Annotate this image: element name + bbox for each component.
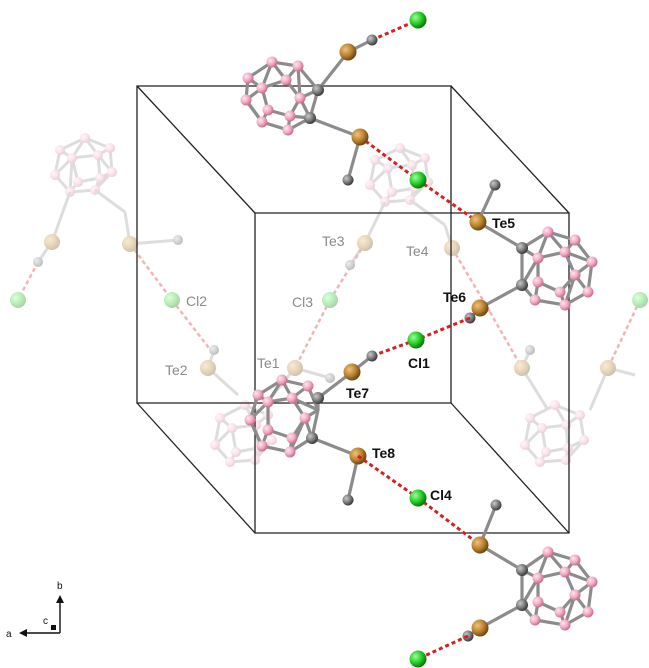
faded-cage-center [293, 143, 492, 369]
label-cl1: Cl1 [408, 355, 430, 371]
label-te2: Te2 [165, 362, 188, 378]
unit-cell [136, 85, 570, 534]
atom-labels: Te5 Te6 Cl1 Te7 Te8 Cl4 Te3 Te4 Cl3 Cl2 … [165, 215, 515, 503]
label-te3: Te3 [322, 233, 345, 249]
label-te1: Te1 [257, 355, 280, 371]
molecule-bottom [357, 454, 598, 668]
faded-cage-right [488, 292, 648, 467]
molecule-top [240, 11, 427, 186]
axis-label-b: b [57, 581, 63, 592]
axis-indicator: b a c [6, 581, 64, 640]
faded-cage-left [10, 133, 183, 308]
molecule-center [244, 374, 367, 506]
axis-label-a: a [6, 629, 12, 640]
axis-label-c: c [43, 616, 48, 627]
c-axis-marker [51, 625, 56, 630]
background-molecules [10, 133, 648, 467]
faded-chain-te2 [164, 292, 240, 397]
label-te7: Te7 [346, 385, 369, 401]
label-te6: Te6 [443, 289, 466, 305]
label-te5: Te5 [492, 215, 515, 231]
label-te8: Te8 [372, 445, 395, 461]
molecule-right [409, 171, 598, 324]
label-cl4: Cl4 [430, 487, 452, 503]
chain-cl1 [317, 316, 471, 400]
label-te4: Te4 [406, 243, 429, 259]
label-cl2: Cl2 [186, 293, 207, 309]
label-cl3: Cl3 [292, 294, 313, 310]
